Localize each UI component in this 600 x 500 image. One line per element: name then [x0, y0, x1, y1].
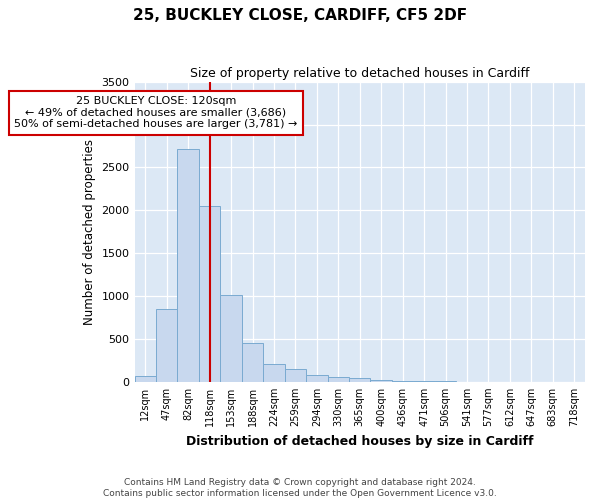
Bar — [220, 295, 242, 382]
Bar — [242, 343, 263, 382]
X-axis label: Distribution of detached houses by size in Cardiff: Distribution of detached houses by size … — [186, 434, 533, 448]
Bar — [134, 376, 156, 382]
Text: 25 BUCKLEY CLOSE: 120sqm
← 49% of detached houses are smaller (3,686)
50% of sem: 25 BUCKLEY CLOSE: 120sqm ← 49% of detach… — [14, 96, 298, 130]
Bar — [370, 380, 392, 382]
Bar — [328, 377, 349, 382]
Title: Size of property relative to detached houses in Cardiff: Size of property relative to detached ho… — [190, 68, 530, 80]
Bar — [306, 376, 328, 382]
Bar — [156, 309, 178, 382]
Text: Contains HM Land Registry data © Crown copyright and database right 2024.
Contai: Contains HM Land Registry data © Crown c… — [103, 478, 497, 498]
Bar — [349, 378, 370, 382]
Bar — [413, 381, 435, 382]
Bar — [199, 206, 220, 382]
Text: 25, BUCKLEY CLOSE, CARDIFF, CF5 2DF: 25, BUCKLEY CLOSE, CARDIFF, CF5 2DF — [133, 8, 467, 22]
Y-axis label: Number of detached properties: Number of detached properties — [83, 138, 96, 324]
Bar — [178, 148, 199, 382]
Bar — [284, 370, 306, 382]
Bar — [263, 364, 284, 382]
Bar — [392, 381, 413, 382]
